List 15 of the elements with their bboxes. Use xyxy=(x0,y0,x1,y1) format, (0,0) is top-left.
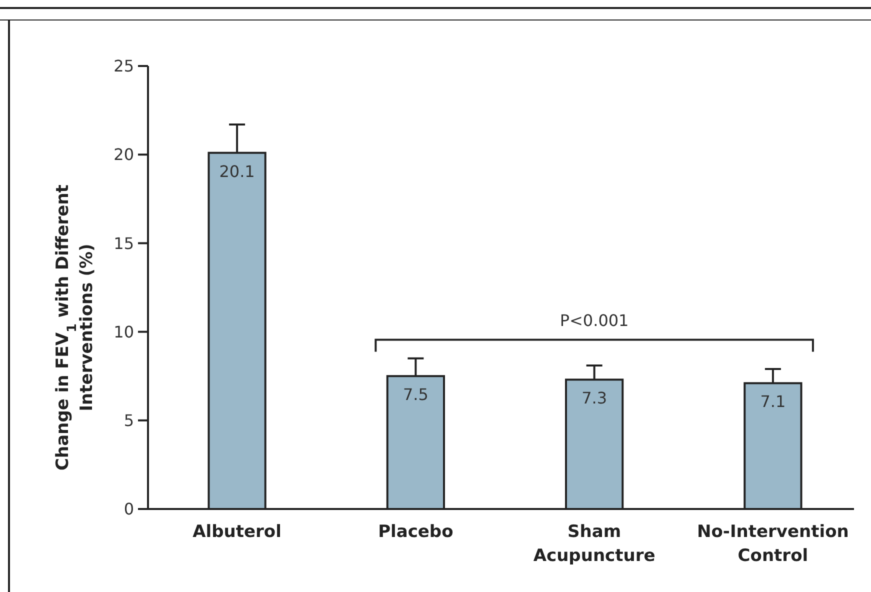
x-tick-label: Sham Acupuncture xyxy=(533,522,656,566)
annotation: P<0.001 xyxy=(560,310,629,330)
y-tick-label: 25 xyxy=(114,56,134,76)
data-label: 7.3 xyxy=(582,388,608,408)
data-label: 20.1 xyxy=(219,162,255,181)
x-tick-label: Albuterol xyxy=(192,522,282,542)
y-tick-label: 10 xyxy=(114,322,134,342)
y-tick-label: 5 xyxy=(124,411,134,430)
x-tick-label: No-Intervention Control xyxy=(697,522,849,566)
data-label: 7.1 xyxy=(760,392,786,412)
x-tick-label: Placebo xyxy=(378,522,454,542)
data-label: 7.5 xyxy=(402,385,428,404)
y-tick-label: 0 xyxy=(124,500,134,519)
y-tick-label: 20 xyxy=(114,145,134,164)
y-tick-label: 15 xyxy=(114,234,134,253)
